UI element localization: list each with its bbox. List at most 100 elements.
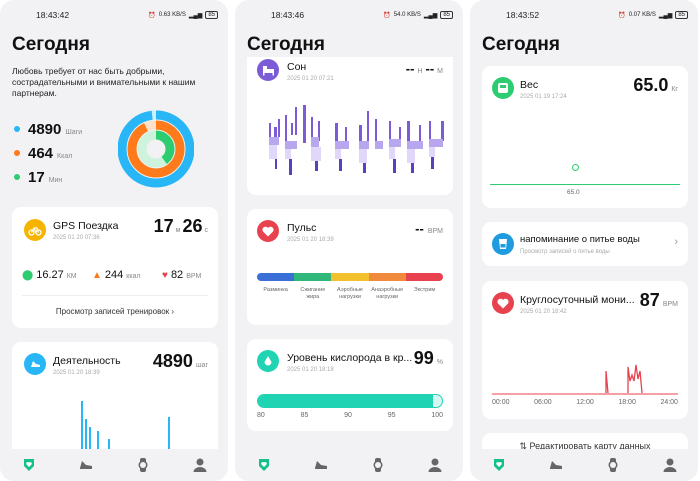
activity-rings[interactable] [118,106,194,192]
bed-icon [257,59,279,81]
gps-heart-rate: ♥ 82 BPM [162,269,201,281]
weight-title: Вес [520,79,539,91]
watch-icon [373,458,382,472]
sleep-minutes-unit: М [437,68,443,75]
steps-ring [118,110,194,188]
allday-hr-chart [492,364,678,395]
zone-label: Анаэробные нагрузки [371,287,404,300]
distance-unit: КМ [66,273,77,280]
health-tab[interactable] [489,455,509,475]
phone-screen-today-3: 18:43:52 ⏰ 0.07 KB/S ▂▄▆ 85 Сегодня Вес … [470,0,698,481]
zone-extreme-segment [405,273,443,281]
sneaker-icon [79,461,92,469]
gps-date: 2025 01 20 07:36 [53,235,100,241]
activity-bar [89,427,91,457]
status-bar: 18:43:42 ⏰ 0.63 KB/S ▂▄▆ 85 [0,0,228,30]
gps-kcal-unit: ккал [126,273,141,280]
profile-tab[interactable] [425,455,445,475]
edit-data-card-button[interactable]: ⇅ Редактировать карту данных [482,433,688,453]
weight-unit: Кг [671,86,678,93]
watch-tab[interactable] [603,455,623,475]
gps-bpm-value: 82 [170,269,184,281]
zone-fatburn-segment [294,273,332,281]
status-icons: ⏰ 0.07 KB/S ▂▄▆ 85 [618,11,688,19]
watch-tab[interactable] [368,455,388,475]
blood-oxygen-card[interactable]: Уровень кислорода в кр... 2025 01 20 18:… [247,339,453,431]
gps-kcal-value: 244 [104,269,124,281]
view-workouts-label: Просмотр записей тренировок [55,307,170,316]
health-tab[interactable] [19,455,39,475]
signal-icon: ▂▄▆ [658,12,673,19]
oxygen-tick: 95 [387,412,396,419]
oxygen-date: 2025 01 20 18:18 [287,367,334,373]
gps-kcal: ▲ 244 ккал [92,269,141,281]
water-reminder-card[interactable]: напоминание о питье воды Просмотр записе… [482,222,688,266]
oxygen-tick: 80 [257,412,265,419]
scale-icon [492,77,514,99]
weight-point [572,164,579,171]
zone-label: Экстрим [413,287,436,293]
weight-value: 65.0 [633,75,669,95]
workout-tab[interactable] [311,455,331,475]
heart-icon [492,292,514,314]
chevron-right-icon: › [674,236,678,248]
sleep-title: Сон [287,61,307,73]
sleep-card[interactable]: Сон 2025 01 20 07:21 -- Н -- М [247,57,453,195]
gps-ride-card[interactable]: GPS Поездка 2025 01 20 07:36 17 м 26 с ⬤… [12,207,218,328]
weight-axis-line [490,184,680,185]
glass-icon [492,233,514,255]
pulse-date: 2025 01 20 18:39 [287,237,334,243]
activity-bar [97,431,99,457]
view-workouts-link[interactable]: Просмотр записей тренировок › [12,307,218,316]
allday-unit: BPM [662,301,678,308]
workout-tab[interactable] [76,455,96,475]
allday-reading: 87 BPM [640,290,678,311]
shoe-icon [24,353,46,375]
activity-date: 2025 01 20 18:39 [53,370,100,376]
minutes-ring [137,130,175,168]
weight-card[interactable]: Вес 2025 01 19 17:24 65.0 Кг 65.0 [482,66,688,208]
edit-data-label: ⇅ Редактировать карту данных [482,441,688,452]
allday-axis: 00:00 06:00 12:00 18:00 24:00 [492,399,678,406]
pulse-title: Пульс [287,222,317,234]
pulse-value: -- [415,221,424,236]
zone-aerobic-segment [331,273,369,281]
sleep-stages-chart [269,105,444,175]
activity-card[interactable]: Деятельность 2025 01 20 18:39 4890 шаг [12,342,218,457]
battery-icon: 85 [205,11,218,19]
profile-tab[interactable] [190,455,210,475]
weight-date: 2025 01 19 17:24 [520,94,567,100]
sleep-date: 2025 01 20 07:21 [287,76,334,82]
allday-value: 87 [639,290,660,310]
flame-icon: ▲ [92,270,102,281]
activity-unit: шаг [195,362,208,369]
pulse-unit: BPM [427,228,443,235]
activity-title: Деятельность [53,355,121,367]
bike-icon [24,219,46,241]
oxygen-tick: 100 [431,412,443,419]
steps-dot-icon [14,126,20,132]
heart-shield-icon [23,459,34,471]
heart-icon [257,220,279,242]
sneaker-icon [549,461,562,469]
kcal-unit: Ккал [57,153,73,160]
heart-icon: ♥ [162,270,168,281]
allday-heart-rate-card[interactable]: Круглосуточный мони... 2025 01 20 18:42 … [482,281,688,419]
heart-shield-icon [258,459,269,471]
watch-tab[interactable] [133,455,153,475]
oxygen-unit: % [436,359,443,366]
workout-tab[interactable] [546,455,566,475]
profile-tab[interactable] [660,455,680,475]
health-tab[interactable] [254,455,274,475]
oxygen-level-fill [258,395,433,407]
location-pin-icon: ⬤ [22,270,34,281]
activity-bar [108,439,110,457]
sleep-hours-unit: Н [417,68,423,75]
network-speed: 0.63 KB/S [158,12,186,18]
pulse-card[interactable]: Пульс 2025 01 20 18:39 -- BPM Разминка С… [247,209,453,325]
water-drop-icon [257,350,279,372]
kcal-dot-icon [14,150,20,156]
weight-point-label: 65.0 [567,189,580,196]
minutes-value: 17 [28,169,45,186]
